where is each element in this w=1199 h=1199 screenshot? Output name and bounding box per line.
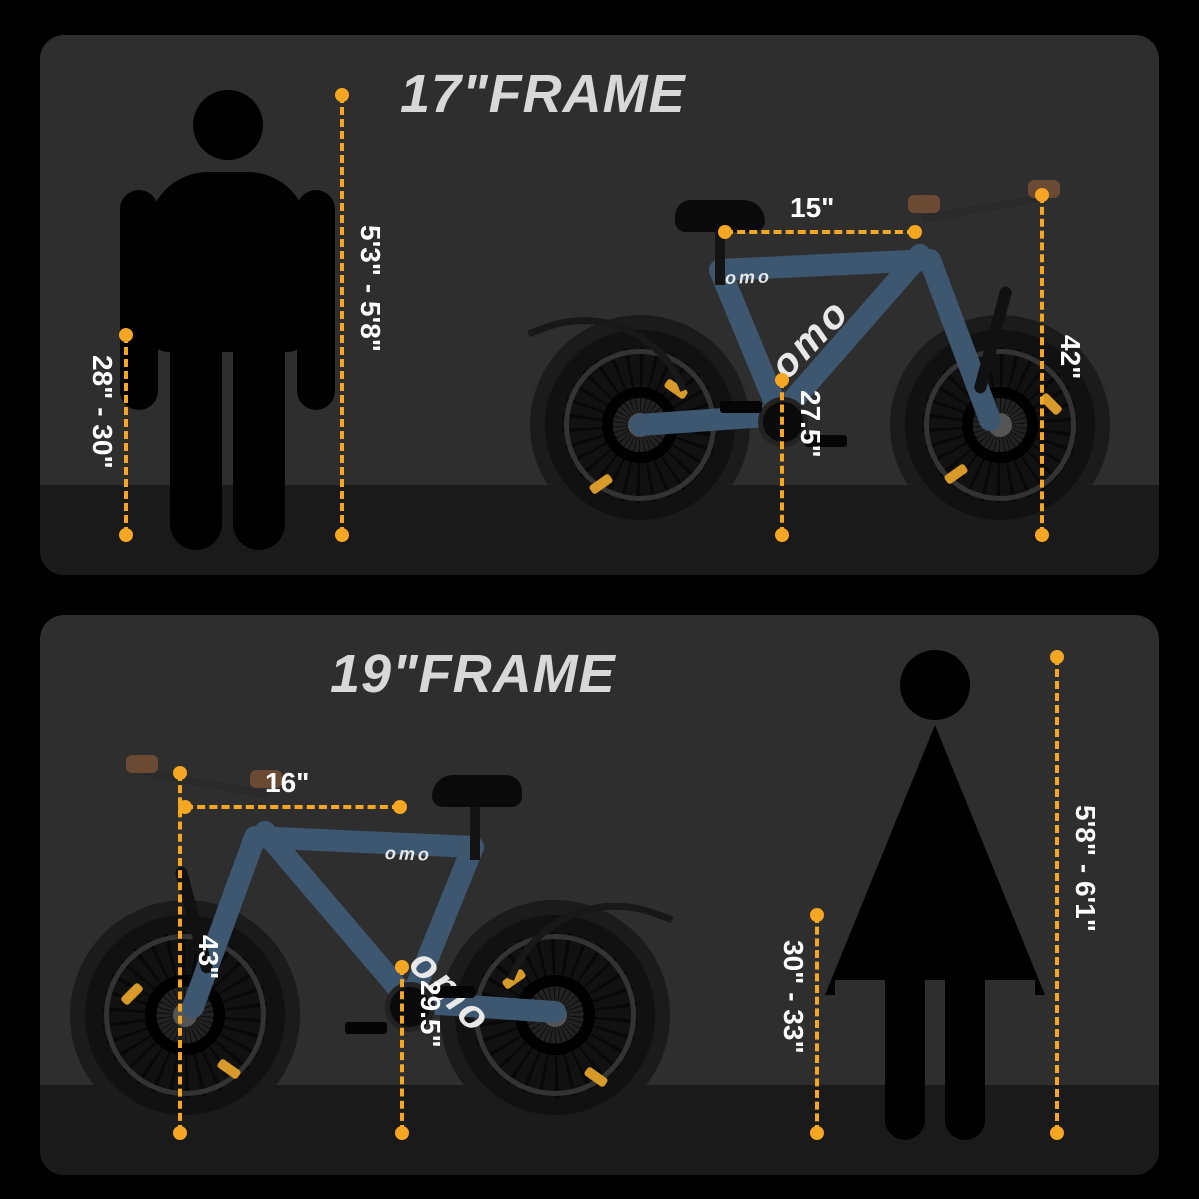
dim-label-wheel: 29.5": [414, 980, 446, 1048]
person-icon: [840, 650, 1030, 1140]
dim-dot: [908, 225, 922, 239]
bike-brand-small: omo: [385, 843, 433, 866]
dim-dot: [173, 766, 187, 780]
panel-title: 17"FRAME: [400, 63, 686, 125]
dim-dot: [395, 960, 409, 974]
dim-label-inseam: 30" - 33": [777, 940, 809, 1054]
dim-line-overall: [1040, 195, 1044, 535]
dim-dot: [393, 800, 407, 814]
panel-title: 19"FRAME: [330, 643, 616, 705]
dim-dot: [810, 908, 824, 922]
dim-line-overall: [178, 773, 182, 1133]
dim-label-top-tube: 16": [265, 767, 309, 799]
dim-dot: [395, 1126, 409, 1140]
person-icon: [140, 90, 315, 560]
dim-line-top-tube: [185, 805, 400, 809]
dim-dot: [810, 1126, 824, 1140]
dim-line-wheel: [400, 967, 404, 1133]
dim-dot: [718, 225, 732, 239]
dim-dot: [335, 88, 349, 102]
dim-label-height: 5'3" - 5'8": [354, 225, 386, 352]
dim-dot: [178, 800, 192, 814]
dim-label-inseam: 28" - 30": [86, 355, 118, 469]
dim-dot: [775, 528, 789, 542]
dim-dot: [173, 1126, 187, 1140]
dim-label-top-tube: 15": [790, 192, 834, 224]
dim-dot: [1035, 528, 1049, 542]
dim-dot: [119, 328, 133, 342]
dim-line-inseam: [815, 915, 819, 1133]
dim-line-height: [1055, 657, 1059, 1133]
bicycle-icon: omo omo: [60, 750, 680, 1145]
dim-label-overall: 42": [1054, 335, 1086, 379]
dim-dot: [775, 373, 789, 387]
panel-19-frame: 19"FRAME omo omo 43" 16: [40, 615, 1159, 1175]
dim-label-overall: 43": [192, 935, 224, 979]
dim-dot: [335, 528, 349, 542]
dim-dot: [119, 528, 133, 542]
bike-brand-small: omo: [725, 266, 773, 289]
panel-17-frame: 17"FRAME 28" - 30" 5'3" - 5'8": [40, 35, 1159, 575]
dim-label-height: 5'8" - 6'1": [1069, 805, 1101, 932]
dim-dot: [1050, 650, 1064, 664]
dim-dot: [1035, 188, 1049, 202]
dim-line-height: [340, 95, 344, 535]
dim-line-wheel: [780, 380, 784, 535]
dim-line-top-tube: [725, 230, 915, 234]
dim-label-wheel: 27.5": [794, 390, 826, 458]
dim-dot: [1050, 1126, 1064, 1140]
dim-line-inseam: [124, 335, 128, 535]
